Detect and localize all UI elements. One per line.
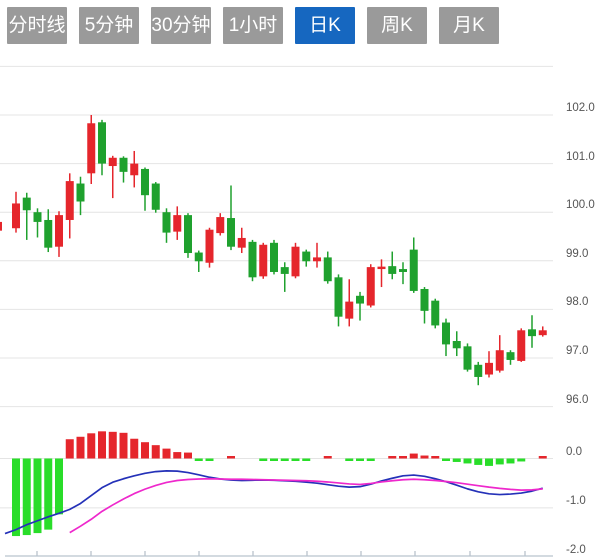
tab-time-share[interactable]: 分时线 [7,7,67,44]
price-axis-label: 99.0 [566,247,589,260]
tab-5min[interactable]: 5分钟 [79,7,139,44]
macd-axis-label: -1.0 [566,494,586,507]
candlestick-series [0,115,547,386]
tab-monthly-k[interactable]: 月K [439,7,499,44]
macd-axis-label: -2.0 [566,544,586,557]
tab-daily-k[interactable]: 日K [295,7,355,44]
timeframe-tabs: 分时线 5分钟 30分钟 1小时 日K 周K 月K [7,7,499,44]
macd-dea-line [69,477,543,534]
macd-axis-label: 0.0 [566,445,582,458]
price-axis-label: 100.0 [566,199,595,212]
price-axis-label: 102.0 [566,102,595,114]
x-axis [5,551,553,557]
price-axis-label: 101.0 [566,150,595,163]
price-axis-label: 98.0 [566,296,589,309]
macd-histogram [12,431,547,537]
tab-1hour[interactable]: 1小时 [223,7,283,44]
tab-weekly-k[interactable]: 周K [367,7,427,44]
price-axis-label: 97.0 [566,345,589,357]
price-axis-label: 96.0 [566,393,589,406]
tab-30min[interactable]: 30分钟 [151,7,211,44]
